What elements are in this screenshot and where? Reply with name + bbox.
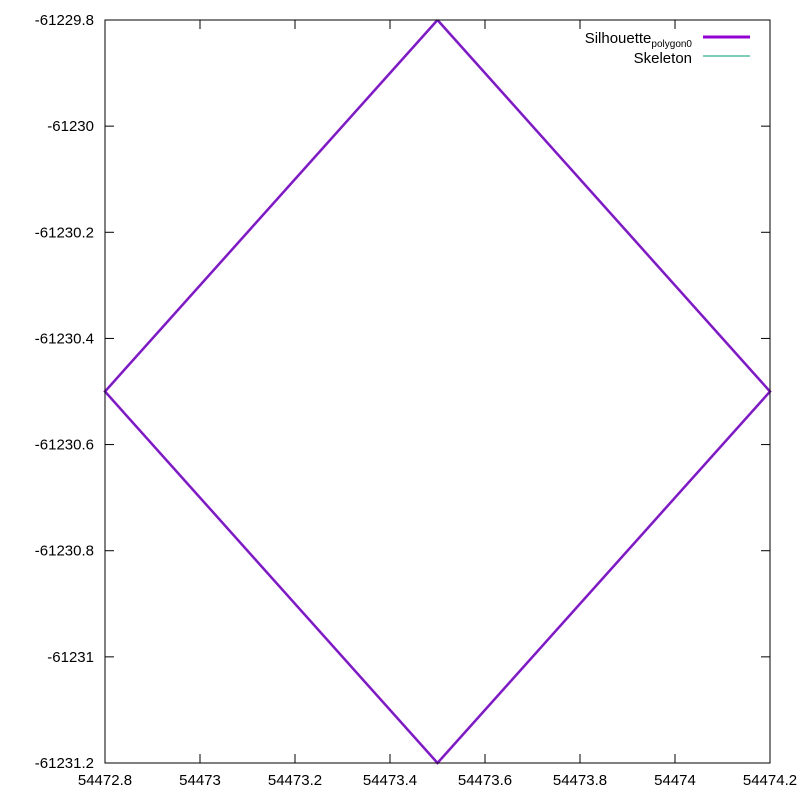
y-tick-label: -61230.4 xyxy=(35,330,94,347)
legend-label-silhouette-subscript: polygon0 xyxy=(651,39,692,50)
x-tick-label: 54473.4 xyxy=(363,772,417,789)
plot-frame xyxy=(104,19,771,764)
x-tick-label: 54474.2 xyxy=(743,772,797,789)
x-tick-label: 54473.6 xyxy=(458,772,512,789)
ticks-layer: 54472.8 54473 54473.2 54473.4 54473.6 54473.8… xyxy=(35,12,797,789)
x-tick-label: 54473.2 xyxy=(268,772,322,789)
y-tick-label: -61231 xyxy=(47,649,94,666)
y-tick-label: -61230 xyxy=(47,118,94,135)
x-tick-label: 54473 xyxy=(179,772,221,789)
legend-label-skeleton: Skeleton xyxy=(634,50,692,67)
y-tick-label: -61230.2 xyxy=(35,224,94,241)
x-tick-label: 54472.8 xyxy=(78,772,132,789)
legend: Silhouettepolygon0 Skeleton xyxy=(585,30,750,67)
x-tick-label: 54474 xyxy=(654,772,696,789)
y-tick-label: -61230.8 xyxy=(35,543,94,560)
legend-label-silhouette: Silhouettepolygon0 xyxy=(585,30,693,50)
y-tick-label: -61231.2 xyxy=(35,755,94,772)
legend-label-silhouette-text: Silhouette xyxy=(585,30,652,47)
y-tick-label: -61229.8 xyxy=(35,12,94,29)
y-tick-label: -61230.6 xyxy=(35,437,94,454)
x-tick-label: 54473.8 xyxy=(553,772,607,789)
